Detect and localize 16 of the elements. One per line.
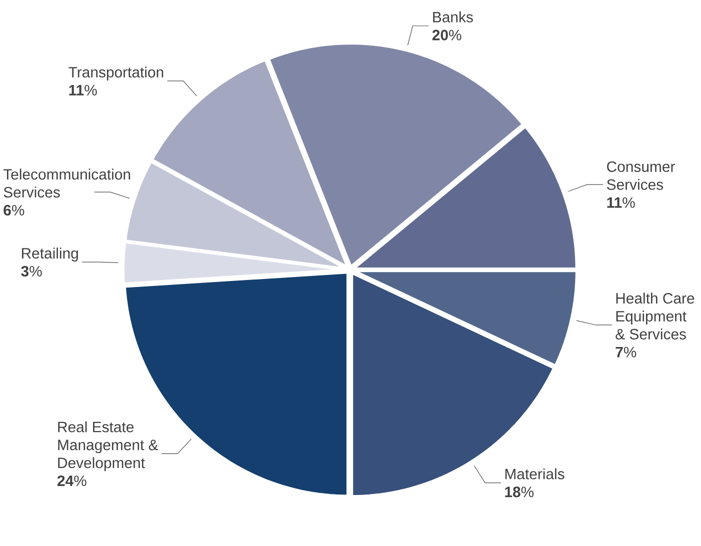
data-label: 3% [21, 266, 42, 277]
data-label: 20% [432, 30, 462, 40]
slice-label: Consumer Services [606, 161, 675, 190]
data-label: 18% [505, 486, 534, 498]
slice-label: Telecommunication Services [3, 168, 130, 198]
slice-label: Transportation [68, 66, 164, 80]
data-label: 11% [69, 84, 97, 96]
data-label: 24% [57, 476, 86, 486]
data-label: 11% [607, 197, 635, 208]
slice-label: Real Estate Management & Development [58, 421, 158, 472]
slice-label: Health Care Equipment & Services [616, 292, 694, 340]
slice-label: Retailing [22, 248, 78, 262]
data-label: 6% [4, 204, 24, 216]
data-label: 7% [616, 346, 636, 358]
slice-label: Materials [505, 468, 564, 480]
slice-label: Banks [433, 11, 473, 22]
